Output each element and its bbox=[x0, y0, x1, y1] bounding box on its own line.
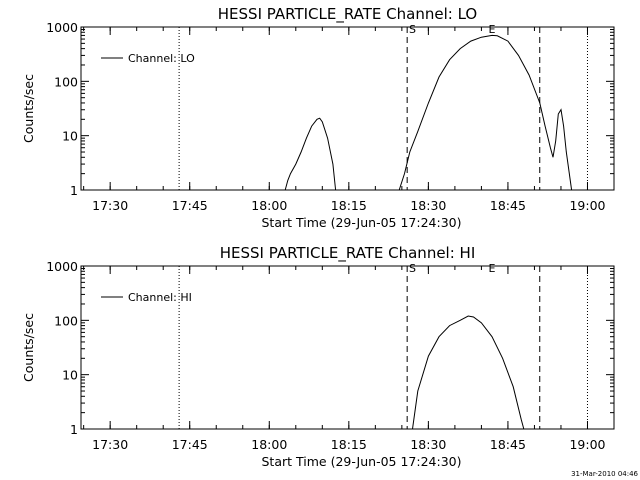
y-axis-label: Counts/sec bbox=[21, 313, 36, 382]
x-tick-label: 17:45 bbox=[172, 437, 208, 452]
chart-title: HESSI PARTICLE_RATE Channel: LO bbox=[218, 5, 477, 24]
chart-title: HESSI PARTICLE_RATE Channel: HI bbox=[220, 244, 476, 263]
legend-label: Channel: LO bbox=[128, 52, 195, 65]
x-tick-label: 19:00 bbox=[569, 198, 605, 213]
x-tick-label: 17:30 bbox=[92, 437, 128, 452]
plot-frame bbox=[80, 265, 615, 430]
x-tick-label: 19:00 bbox=[569, 437, 605, 452]
event-marker-s: S bbox=[409, 23, 416, 36]
x-tick-label: 18:15 bbox=[331, 198, 367, 213]
x-tick-label: 18:00 bbox=[251, 437, 287, 452]
y-tick-label: 1000 bbox=[46, 259, 78, 274]
x-tick-label: 18:45 bbox=[490, 437, 526, 452]
x-axis-label: Start Time (29-Jun-05 17:24:30) bbox=[262, 454, 462, 469]
panel-hi: HESSI PARTICLE_RATE Channel: HI Counts/se… bbox=[21, 244, 615, 469]
plot-frame bbox=[80, 26, 615, 191]
x-tick-label: 18:30 bbox=[410, 198, 446, 213]
x-tick-label: 18:30 bbox=[410, 437, 446, 452]
y-tick-label: 1 bbox=[70, 422, 78, 437]
y-tick-label: 1000 bbox=[46, 20, 78, 35]
x-tick-label: 18:15 bbox=[331, 437, 367, 452]
event-marker-e: E bbox=[489, 23, 496, 36]
event-marker-s: S bbox=[409, 262, 416, 275]
series-line bbox=[398, 34, 573, 191]
y-axis-label: Counts/sec bbox=[21, 74, 36, 143]
x-tick-label: 17:45 bbox=[172, 198, 208, 213]
x-axis-label: Start Time (29-Jun-05 17:24:30) bbox=[262, 215, 462, 230]
x-tick-label: 18:45 bbox=[490, 198, 526, 213]
panel-lo: HESSI PARTICLE_RATE Channel: LO Counts/se… bbox=[21, 5, 615, 230]
y-tick-label: 1 bbox=[70, 183, 78, 198]
y-tick-label: 10 bbox=[62, 129, 78, 144]
x-tick-label: 18:00 bbox=[251, 198, 287, 213]
x-tick-label: 17:30 bbox=[92, 198, 128, 213]
legend-label: Channel: HI bbox=[128, 291, 192, 304]
event-marker-e: E bbox=[489, 262, 496, 275]
series-line bbox=[284, 117, 337, 191]
y-tick-label: 100 bbox=[54, 74, 78, 89]
y-tick-label: 100 bbox=[54, 313, 78, 328]
y-tick-label: 10 bbox=[62, 368, 78, 383]
footer-timestamp: 31-Mar-2010 04:46 bbox=[571, 470, 638, 478]
series-line bbox=[412, 315, 525, 430]
